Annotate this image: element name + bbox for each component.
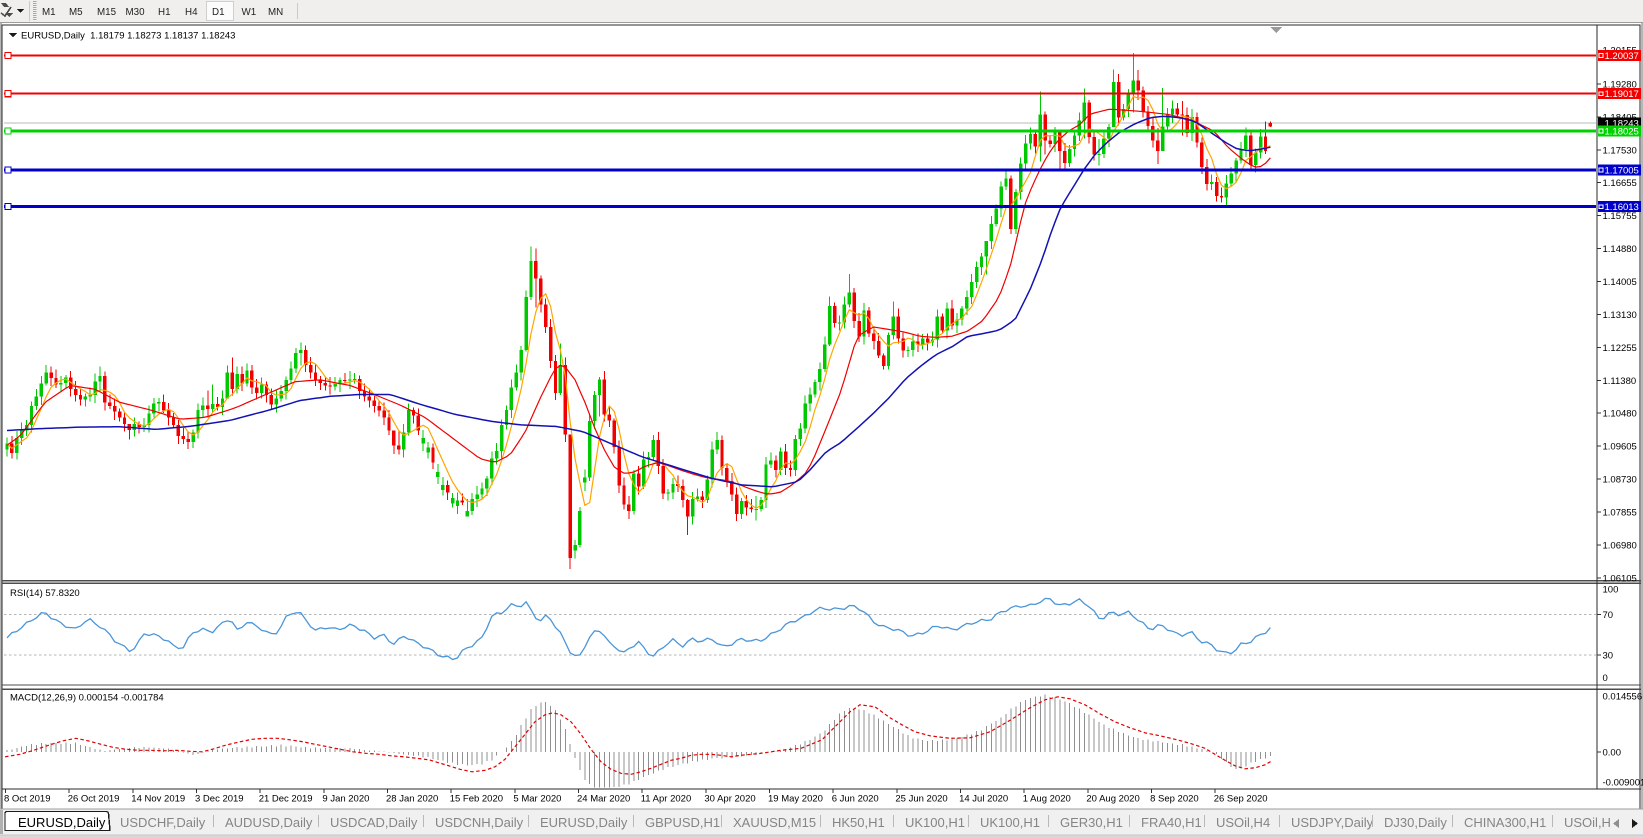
svg-text:USOil,H4: USOil,H4 (1216, 815, 1270, 830)
svg-text:D1: D1 (212, 7, 225, 18)
svg-text:M1: M1 (42, 7, 56, 18)
svg-text:11 Apr 2020: 11 Apr 2020 (641, 794, 692, 805)
svg-text:1.17530: 1.17530 (1603, 145, 1637, 156)
svg-text:W1: W1 (242, 7, 257, 18)
svg-text:1.20037: 1.20037 (1605, 51, 1639, 62)
svg-text:USDCAD,Daily: USDCAD,Daily (330, 815, 418, 830)
svg-text:EURUSD,Daily: EURUSD,Daily (18, 815, 106, 830)
svg-text:14 Jul 2020: 14 Jul 2020 (959, 794, 1008, 805)
svg-text:5 Mar 2020: 5 Mar 2020 (513, 794, 561, 805)
svg-text:DJ30,Daily: DJ30,Daily (1384, 815, 1447, 830)
svg-text:AUDUSD,Daily: AUDUSD,Daily (225, 815, 313, 830)
svg-text:28 Jan 2020: 28 Jan 2020 (386, 794, 438, 805)
svg-text:UK100,H1: UK100,H1 (980, 815, 1040, 830)
svg-text:24 Mar 2020: 24 Mar 2020 (577, 794, 630, 805)
svg-text:H1: H1 (158, 7, 171, 18)
svg-text:1.18025: 1.18025 (1605, 127, 1639, 138)
svg-text:1.16013: 1.16013 (1605, 202, 1639, 213)
svg-text:25 Jun 2020: 25 Jun 2020 (895, 794, 947, 805)
svg-text:1.14880: 1.14880 (1603, 244, 1637, 255)
svg-text:3 Dec 2019: 3 Dec 2019 (195, 794, 244, 805)
svg-text:RSI(14) 57.8320: RSI(14) 57.8320 (10, 588, 80, 599)
svg-text:USDCNH,Daily: USDCNH,Daily (435, 815, 524, 830)
svg-text:1.06980: 1.06980 (1603, 540, 1637, 551)
svg-text:USDJPY,Daily: USDJPY,Daily (1291, 815, 1374, 830)
svg-text:1.11380: 1.11380 (1603, 376, 1637, 387)
svg-text:-0.009001: -0.009001 (1603, 778, 1643, 789)
svg-text:30: 30 (1603, 651, 1614, 662)
svg-text:100: 100 (1603, 585, 1619, 596)
svg-text:UK100,H1: UK100,H1 (905, 815, 965, 830)
svg-text:1.16655: 1.16655 (1603, 178, 1637, 189)
svg-text:1.18243: 1.18243 (1605, 118, 1639, 129)
svg-text:HK50,H1: HK50,H1 (832, 815, 885, 830)
svg-text:30 Apr 2020: 30 Apr 2020 (704, 794, 755, 805)
svg-text:21 Dec 2019: 21 Dec 2019 (259, 794, 313, 805)
svg-text:USDCHF,Daily: USDCHF,Daily (120, 815, 206, 830)
svg-text:FRA40,H1: FRA40,H1 (1141, 815, 1202, 830)
svg-text:1.12255: 1.12255 (1603, 343, 1637, 354)
svg-text:15 Feb 2020: 15 Feb 2020 (450, 794, 503, 805)
svg-text:1.19280: 1.19280 (1603, 79, 1637, 90)
svg-text:14 Nov 2019: 14 Nov 2019 (131, 794, 185, 805)
svg-text:20 Aug 2020: 20 Aug 2020 (1086, 794, 1139, 805)
svg-text:MACD(12,26,9) 0.000154 -0.0017: MACD(12,26,9) 0.000154 -0.001784 (10, 693, 164, 704)
svg-text:1.14005: 1.14005 (1603, 277, 1637, 288)
svg-text:EURUSD,Daily: EURUSD,Daily (540, 815, 628, 830)
svg-text:1.10480: 1.10480 (1603, 409, 1637, 420)
svg-text:8 Oct 2019: 8 Oct 2019 (4, 794, 50, 805)
svg-text:1.17005: 1.17005 (1605, 166, 1639, 177)
svg-text:M30: M30 (126, 7, 146, 18)
svg-text:1 Aug 2020: 1 Aug 2020 (1023, 794, 1071, 805)
svg-text:GER30,H1: GER30,H1 (1060, 815, 1123, 830)
svg-text:USOil,H: USOil,H (1564, 815, 1611, 830)
svg-text:9 Jan 2020: 9 Jan 2020 (322, 794, 369, 805)
svg-text:6 Jun 2020: 6 Jun 2020 (832, 794, 879, 805)
svg-text:1.19017: 1.19017 (1605, 89, 1639, 100)
svg-text:MN: MN (268, 7, 283, 18)
svg-text:8 Sep 2020: 8 Sep 2020 (1150, 794, 1199, 805)
svg-text:XAUUSD,M15: XAUUSD,M15 (733, 815, 816, 830)
svg-text:70: 70 (1603, 610, 1614, 621)
svg-text:26 Sep 2020: 26 Sep 2020 (1214, 794, 1268, 805)
svg-text:1.13130: 1.13130 (1603, 310, 1637, 321)
svg-text:CHINA300,H1: CHINA300,H1 (1464, 815, 1546, 830)
svg-text:0: 0 (1603, 673, 1608, 684)
svg-text:1.15755: 1.15755 (1603, 211, 1637, 222)
svg-text:EURUSD,Daily 1.18179 1.18273: EURUSD,Daily 1.18179 1.18273 1.18137 1.1… (21, 31, 235, 42)
svg-text:19 May 2020: 19 May 2020 (768, 794, 823, 805)
svg-text:1.08730: 1.08730 (1603, 475, 1637, 486)
svg-text:1.09605: 1.09605 (1603, 442, 1637, 453)
svg-text:1.06105: 1.06105 (1603, 573, 1637, 584)
svg-text:M5: M5 (69, 7, 83, 18)
svg-text:H4: H4 (185, 7, 198, 18)
svg-text:0.014556: 0.014556 (1603, 692, 1643, 703)
svg-text:GBPUSD,H1: GBPUSD,H1 (645, 815, 720, 830)
svg-text:M15: M15 (97, 7, 117, 18)
svg-text:0.00: 0.00 (1603, 747, 1622, 758)
svg-text:1.07855: 1.07855 (1603, 508, 1637, 519)
svg-text:26 Oct 2019: 26 Oct 2019 (68, 794, 120, 805)
